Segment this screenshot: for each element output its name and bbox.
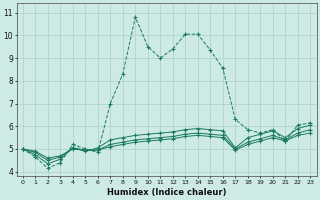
X-axis label: Humidex (Indice chaleur): Humidex (Indice chaleur)	[107, 188, 226, 197]
